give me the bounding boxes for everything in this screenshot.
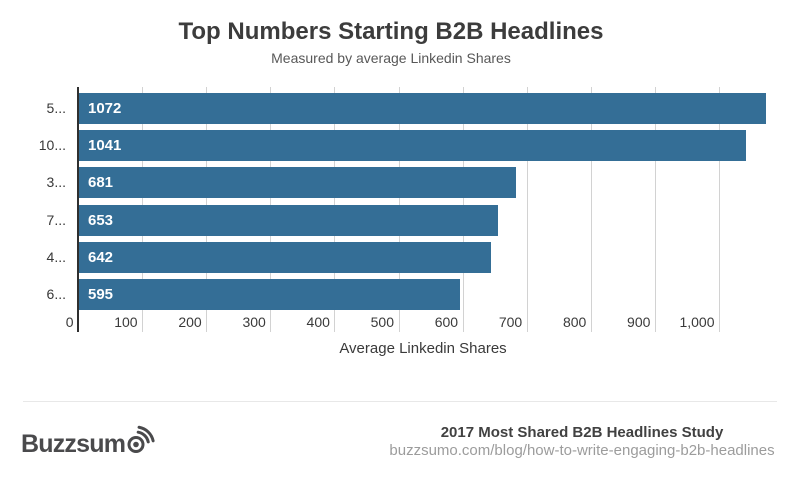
bar: 595 [79, 279, 460, 310]
footer-credit: 2017 Most Shared B2B Headlines Study buz… [382, 424, 782, 460]
x-tick-label: 400 [306, 314, 330, 330]
bar-value-label: 681 [88, 174, 114, 191]
x-tick-label: 700 [498, 314, 523, 330]
x-tick-label: 800 [562, 314, 587, 330]
category-label: 10... [38, 137, 66, 153]
category-label: 6... [46, 286, 66, 302]
logo-text: Buzzsum [21, 430, 126, 458]
bar: 681 [79, 167, 516, 198]
buzzsumo-logo: Buzzsum [21, 425, 155, 459]
footer-divider [23, 401, 777, 402]
x-tick-label: 0 [65, 314, 74, 330]
bar-chart-plot-area: 0 100 200 300 400 500 600 700 800 900 1,000 1072 5..… [0, 87, 800, 332]
bar-value-label: 642 [88, 249, 114, 266]
bar: 653 [79, 205, 498, 236]
bar-value-label: 1041 [88, 137, 122, 154]
y-axis-line [77, 87, 79, 332]
bar: 1041 [79, 130, 746, 161]
chart-subtitle: Measured by average Linkedin Shares [271, 50, 511, 66]
bar-value-label: 1072 [88, 100, 122, 117]
study-title: 2017 Most Shared B2B Headlines Study [440, 424, 724, 441]
chart-title: Top Numbers Starting B2B Headlines [178, 18, 604, 45]
x-tick-label: 200 [178, 314, 202, 330]
x-tick-label: 900 [627, 314, 651, 330]
x-tick-label: 1,000 [679, 314, 715, 330]
x-tick-label: 600 [434, 314, 459, 330]
category-label: 4... [46, 249, 66, 265]
x-gridline [526, 87, 528, 332]
bar: 1072 [79, 93, 766, 124]
bar-value-label: 653 [88, 212, 114, 229]
x-tick-label: 100 [114, 314, 138, 330]
sonar-waves-icon [127, 425, 155, 453]
category-label: 7... [46, 212, 66, 228]
category-label: 5... [46, 100, 66, 116]
x-tick-label: 500 [370, 314, 394, 330]
x-axis-title: Average Linkedin Shares [339, 340, 507, 357]
bar: 642 [79, 242, 491, 273]
x-tick-label: 300 [242, 314, 266, 330]
x-gridline [590, 87, 592, 332]
study-url: buzzsumo.com/blog/how-to-write-engaging-… [389, 442, 775, 459]
x-gridline [654, 87, 656, 332]
bar-value-label: 595 [88, 286, 114, 303]
category-label: 3... [46, 174, 66, 190]
x-gridline [719, 87, 720, 332]
